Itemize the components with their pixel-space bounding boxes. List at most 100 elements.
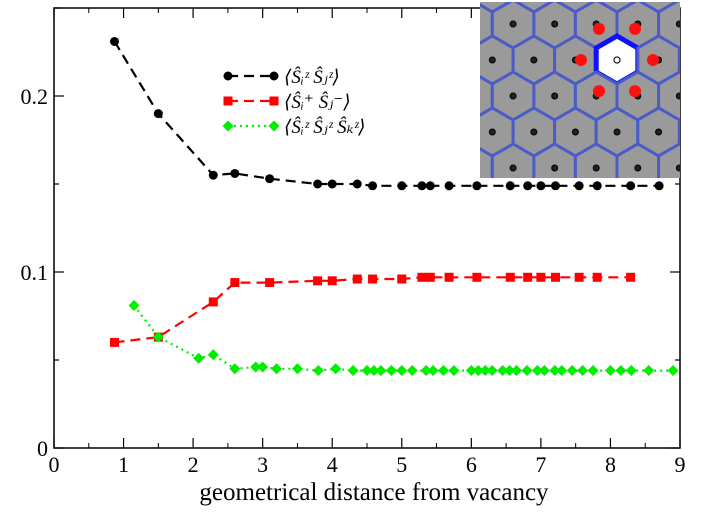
lattice-site — [675, 164, 680, 172]
lattice-hex — [555, 2, 596, 14]
series-3-point — [193, 352, 205, 364]
lattice-triangle — [575, 54, 587, 66]
series-2-point — [230, 278, 240, 288]
legend-label: ⟨Ŝᵢᶻ Ŝⱼᶻ Ŝₖᶻ⟩ — [284, 116, 366, 138]
series-1-point — [523, 181, 533, 191]
lattice-site — [613, 128, 621, 136]
series-1-point — [208, 170, 218, 180]
series-2-point — [368, 274, 378, 284]
legend: ⟨Ŝᵢᶻ Ŝⱼᶻ⟩ ⟨Ŝᵢ⁺ Ŝⱼ⁻⟩ ⟨Ŝᵢᶻ Ŝⱼᶻ Ŝₖᶻ⟩ — [222, 66, 366, 138]
lattice-site — [697, 201, 703, 207]
series-3-point — [207, 349, 219, 361]
series-3-point — [229, 363, 241, 375]
lattice-hex — [480, 2, 513, 14]
lattice-site — [488, 128, 496, 136]
series-2-point — [417, 272, 427, 282]
series-2-point — [265, 278, 275, 288]
series-3-point — [396, 365, 408, 377]
series-1-point — [327, 179, 337, 189]
series-3-point — [479, 365, 491, 377]
legend-marker — [223, 96, 233, 106]
series-1-point — [592, 181, 602, 191]
lattice-hex — [430, 108, 472, 156]
lattice-site — [469, 93, 475, 99]
x-tick-label: 3 — [257, 452, 268, 477]
series-1-point — [313, 179, 323, 189]
series-3-point — [486, 365, 498, 377]
lattice-site — [509, 92, 517, 100]
lattice-site — [531, 201, 537, 207]
y-tick-label: 0.1 — [21, 260, 49, 285]
legend-item-2: ⟨Ŝᵢ⁺ Ŝⱼ⁻⟩ — [223, 91, 351, 113]
series-3-point — [347, 365, 359, 377]
series-3-point — [375, 365, 387, 377]
series-3-point — [406, 365, 418, 377]
series-1-point — [444, 181, 454, 191]
x-tick-label: 4 — [327, 452, 338, 477]
series-2-point — [397, 274, 407, 284]
lattice-hex — [615, 142, 661, 178]
series-3-point — [587, 365, 599, 377]
lattice-triangle — [647, 54, 659, 66]
series-3-point — [361, 365, 373, 377]
lattice-site — [448, 201, 454, 207]
axes-layer: 0 1 2 3 4 5 6 7 8 9 0 0.1 0.2 — [21, 7, 686, 477]
lattice-site — [469, 21, 475, 27]
lattice-hex — [430, 36, 472, 84]
lattice-triangle — [593, 22, 605, 35]
x-tick-label: 8 — [605, 452, 616, 477]
series-2-point — [352, 274, 362, 284]
x-tick-label: 6 — [466, 452, 477, 477]
lattice-hex — [532, 142, 577, 178]
series-3-point — [448, 365, 460, 377]
legend-item-1: ⟨Ŝᵢᶻ Ŝⱼᶻ⟩ — [223, 66, 340, 88]
series-2-point — [472, 272, 482, 282]
lattice-hex — [573, 142, 619, 178]
legend-label: ⟨Ŝᵢ⁺ Ŝⱼ⁻⟩ — [284, 91, 351, 113]
series-1 — [110, 36, 664, 191]
lattice-hex — [596, 2, 638, 14]
series-1-point — [505, 181, 515, 191]
series-2-point — [327, 276, 337, 286]
series-2-point — [626, 272, 636, 282]
series-3-point — [521, 365, 533, 377]
lattice-site — [509, 164, 517, 172]
lattice-site — [697, 57, 703, 63]
lattice-triangle — [629, 22, 641, 35]
series-1-point — [472, 181, 482, 191]
lattice-site — [489, 201, 495, 207]
series-1-point — [397, 181, 407, 191]
series-1-point — [654, 181, 664, 191]
series-3 — [128, 299, 679, 377]
series-3-point — [427, 365, 439, 377]
lattice-site — [675, 20, 680, 28]
x-tick-label: 0 — [49, 452, 60, 477]
series-3-point — [250, 361, 262, 373]
lattice-site — [448, 129, 454, 135]
series-3-point — [271, 363, 283, 375]
series-3-point — [556, 365, 568, 377]
series-3-point — [504, 365, 516, 377]
legend-marker — [269, 71, 279, 81]
series-1-point — [417, 181, 427, 191]
series-2 — [110, 272, 636, 347]
series-1-point — [550, 181, 560, 191]
series-3-point — [538, 365, 550, 377]
legend-label: ⟨Ŝᵢᶻ Ŝⱼᶻ⟩ — [284, 66, 340, 88]
series-2-point — [574, 272, 584, 282]
legend-marker — [222, 120, 234, 132]
series-2-point — [505, 272, 515, 282]
series-3-point — [497, 365, 509, 377]
series-3-point — [643, 365, 655, 377]
series-3-point — [330, 363, 342, 375]
series-1-point — [368, 181, 378, 191]
y-tick-label: 0.2 — [21, 84, 49, 109]
lattice-site — [551, 164, 559, 172]
series-1-line — [113, 40, 660, 187]
x-tick-label: 2 — [188, 452, 199, 477]
series-1-point — [352, 179, 362, 189]
series-3-point — [385, 365, 397, 377]
lattice-hex — [490, 142, 536, 178]
series-2-point — [550, 272, 560, 282]
series-2-point — [425, 272, 435, 282]
